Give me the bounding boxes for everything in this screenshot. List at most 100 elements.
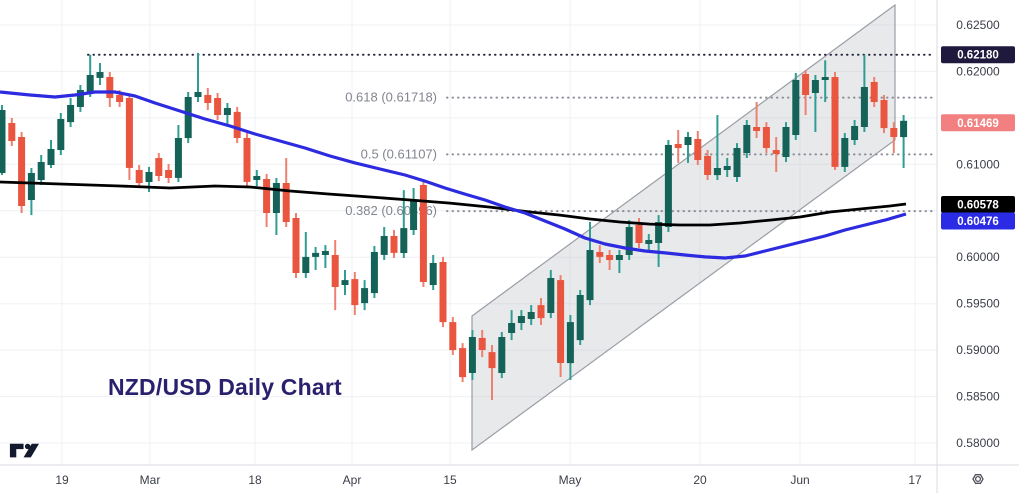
candle <box>860 87 868 127</box>
time-tick-label: 18 <box>248 473 262 487</box>
candle <box>576 295 584 341</box>
candle <box>47 149 55 165</box>
candle <box>410 200 418 230</box>
price-tick-label: 0.59000 <box>956 343 1000 357</box>
candle <box>390 236 398 253</box>
chart-title: NZD/USD Daily Chart <box>108 374 342 400</box>
candle <box>557 280 565 363</box>
candle <box>67 105 75 123</box>
candle <box>214 98 222 115</box>
price-tick-label: 0.59500 <box>956 297 1000 311</box>
price-tick-label: 0.60000 <box>956 250 1000 264</box>
candle <box>586 250 594 301</box>
time-tick-label: Apr <box>343 473 362 487</box>
candle <box>900 120 908 138</box>
ma-slow-black-line <box>0 180 907 227</box>
time-tick-label: Jun <box>790 473 809 487</box>
candle <box>606 255 614 260</box>
candle <box>223 108 231 115</box>
candle <box>811 80 819 93</box>
candle <box>341 280 349 285</box>
candle <box>86 75 94 92</box>
candle <box>772 150 780 154</box>
candle <box>459 348 467 378</box>
time-tick-label: 19 <box>55 473 69 487</box>
candle <box>743 125 751 153</box>
candle <box>566 322 574 364</box>
candle <box>890 128 898 137</box>
candle <box>615 255 623 260</box>
candle <box>478 338 486 350</box>
candle <box>380 236 388 255</box>
candle <box>194 92 202 97</box>
candle <box>8 123 16 141</box>
time-tick-label: Mar <box>140 473 161 487</box>
candle <box>880 100 888 129</box>
candle <box>517 316 525 323</box>
candle <box>498 337 506 373</box>
candle <box>116 95 124 102</box>
candle <box>831 77 839 167</box>
candle <box>802 74 810 95</box>
candle <box>0 110 6 173</box>
price-axis[interactable]: 0.62500 0.62000 0.61000 0.60000 0.59500 0.590… <box>941 18 1015 450</box>
candle <box>174 138 182 178</box>
candle <box>547 278 555 313</box>
candle <box>243 138 251 182</box>
candle <box>821 77 829 80</box>
price-tick-label: 0.58500 <box>956 390 1000 404</box>
candle <box>302 256 310 273</box>
candle <box>782 127 790 157</box>
time-tick-label: May <box>559 473 582 487</box>
candle <box>527 312 535 319</box>
candle <box>27 173 35 200</box>
candle <box>468 337 476 373</box>
time-tick-label: 17 <box>908 473 922 487</box>
price-scale-settings-gear-icon[interactable] <box>962 469 992 489</box>
candle <box>272 183 280 213</box>
candle <box>204 95 212 103</box>
candle <box>18 137 26 206</box>
candle <box>351 279 359 306</box>
price-tick-label: 0.61000 <box>956 157 1000 171</box>
candle <box>655 222 663 243</box>
candle <box>76 90 84 107</box>
candle <box>870 82 878 102</box>
tradingview-logo[interactable] <box>9 439 49 463</box>
candle <box>312 252 320 257</box>
time-axis[interactable]: 19 Mar 18 Apr 15 May 20 Jun 17 <box>55 473 922 487</box>
candle <box>96 72 104 78</box>
price-tick-label: 0.62500 <box>956 18 1000 32</box>
price-badge-high <box>941 46 1015 64</box>
candle <box>792 80 800 135</box>
candle <box>635 225 643 243</box>
candle <box>508 323 516 333</box>
candle <box>292 218 300 273</box>
candle <box>419 185 427 282</box>
price-badge-high-label: 0.62180 <box>957 50 999 62</box>
candle <box>851 126 859 140</box>
candle <box>713 168 721 176</box>
candle <box>57 119 65 150</box>
candle <box>537 305 545 319</box>
price-tick-label: 0.58000 <box>956 436 1000 450</box>
candle <box>145 172 153 182</box>
candle <box>184 97 192 139</box>
ma-fast-blue-line <box>0 90 907 260</box>
price-tick-label: 0.62000 <box>956 64 1000 78</box>
candle <box>321 251 329 255</box>
candle <box>674 144 682 148</box>
candle <box>753 127 761 131</box>
price-badge-last-label: 0.61469 <box>957 118 999 130</box>
candle <box>106 77 114 98</box>
candle <box>331 255 339 287</box>
candle <box>282 183 290 222</box>
candle <box>723 166 731 170</box>
time-tick-label: 15 <box>443 473 457 487</box>
price-badge-ma-fast-label: 0.60476 <box>957 216 999 228</box>
fib-label: 0.618 (0.61718) <box>345 90 437 105</box>
candle <box>155 158 163 176</box>
price-badge-ma-fast <box>941 212 1015 230</box>
